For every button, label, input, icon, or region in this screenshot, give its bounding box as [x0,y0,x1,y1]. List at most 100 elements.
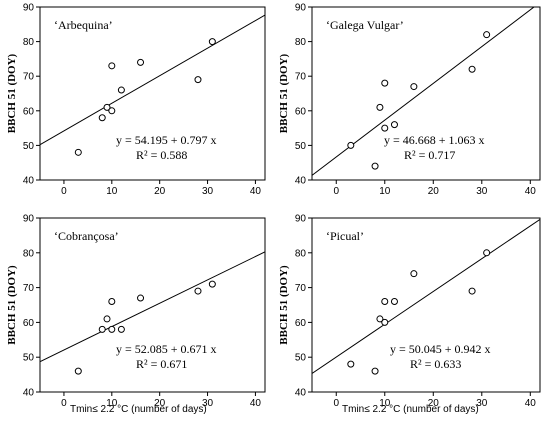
y-tick-label: 70 [295,283,307,294]
regression-line [312,218,540,374]
x-tick-label: 20 [428,398,440,409]
regression-equation: y = 54.195 + 0.797 x [116,133,217,147]
y-tick-label: 80 [295,248,307,259]
x-tick-label: 10 [379,186,391,197]
y-tick-label: 60 [23,106,35,117]
y-tick-label: 40 [295,176,307,187]
data-point [137,58,145,66]
plot-frame [311,6,541,181]
data-point [483,31,491,39]
data-point [108,298,116,306]
data-point [410,83,418,91]
data-point [381,79,389,87]
y-tick-label: 40 [295,388,307,399]
x-tick-label: 0 [61,398,67,409]
data-point [117,86,125,94]
regression-line [40,14,265,146]
y-tick-label: 90 [23,214,35,225]
plot-frame [311,217,541,393]
x-tick-label: 40 [525,398,537,409]
x-tick-label: 20 [154,186,166,197]
y-tick-label: 80 [23,37,35,48]
y-tick-label: 70 [23,72,35,83]
data-point [108,325,116,333]
data-point [376,103,384,111]
y-axis-label: BBCH 51 (DOY) [6,265,18,345]
panel-2: 0 10 20 30 40 40 50 60 70 80 90 BBCH 51 (DOY) ‘Galeg… [278,3,541,197]
r-squared: R² = 0.588 [136,148,187,162]
data-point [371,162,379,170]
x-tick-label: 30 [202,398,214,409]
y-tick-label: 90 [295,3,307,14]
data-point [390,121,398,129]
r-squared: R² = 0.717 [404,148,455,162]
y-tick-label: 90 [23,3,35,14]
data-point [347,360,355,368]
data-point [98,114,106,122]
y-tick-label: 70 [23,283,35,294]
y-tick-label: 60 [295,106,307,117]
plot-frame [39,6,266,181]
plot-frame [39,217,266,393]
y-tick-label: 40 [23,388,35,399]
y-tick-label: 90 [295,214,307,225]
data-point [74,367,82,375]
y-axis-label: BBCH 51 (DOY) [278,265,290,345]
regression-line [40,251,265,363]
y-tick-label: 60 [23,318,35,329]
data-point [468,287,476,295]
data-point [371,367,379,375]
x-tick-label: 10 [106,398,118,409]
regression-equation: y = 46.668 + 1.063 x [384,133,485,147]
x-tick-label: 40 [250,398,262,409]
data-point [74,148,82,156]
panel-title: ‘Galega Vulgar’ [326,18,404,32]
panel-title: ‘Picual’ [326,229,364,243]
data-point [194,76,202,84]
data-point [103,315,111,323]
x-tick-label: 30 [476,398,488,409]
data-point [208,280,216,288]
data-point [468,65,476,73]
x-tick-label: 10 [379,398,391,409]
data-point [103,103,111,111]
y-tick-label: 50 [23,141,35,152]
r-squared: R² = 0.671 [136,357,187,371]
panel-1: 0 10 20 30 40 40 50 60 70 80 90 BBCH 51 (DOY) ‘Arbeq… [6,3,266,197]
x-tick-label: 0 [333,398,339,409]
data-point [483,249,491,257]
data-point [108,62,116,70]
x-axis-label-left: Tmin≤ 2.2 °C (number of days) [70,404,207,415]
data-point [381,318,389,326]
r-squared: R² = 0.633 [410,357,461,371]
panel-4: 0 10 20 30 40 40 50 60 70 80 90 BBCH 51 (DOY) ‘Picua… [278,214,541,409]
x-tick-label: 0 [333,186,339,197]
panel-title: ‘Arbequina’ [54,18,113,32]
data-point [410,270,418,278]
x-tick-label: 30 [476,186,488,197]
x-tick-label: 40 [525,186,537,197]
y-tick-label: 80 [23,248,35,259]
x-tick-label: 30 [202,186,214,197]
y-tick-label: 50 [23,353,35,364]
y-tick-label: 50 [295,141,307,152]
x-axis-label-right: Tmin≤ 2.2 °C (number of days) [342,404,479,415]
data-point [390,298,398,306]
regression-equation: y = 52.085 + 0.671 x [116,342,217,356]
x-tick-label: 20 [428,186,440,197]
y-tick-label: 70 [295,72,307,83]
x-tick-label: 0 [61,186,67,197]
data-point [137,294,145,302]
data-point [194,287,202,295]
x-tick-label: 40 [250,186,262,197]
y-tick-label: 60 [295,318,307,329]
y-tick-label: 40 [23,176,35,187]
data-point [381,124,389,132]
panel-title: ‘Cobrançosa’ [54,229,119,243]
data-point [347,141,355,149]
y-tick-label: 50 [295,353,307,364]
panel-3: 0 10 20 30 40 40 50 60 70 80 90 BBCH 51 (DOY) ‘Cobra… [6,214,266,409]
y-tick-label: 80 [295,37,307,48]
data-point [381,298,389,306]
